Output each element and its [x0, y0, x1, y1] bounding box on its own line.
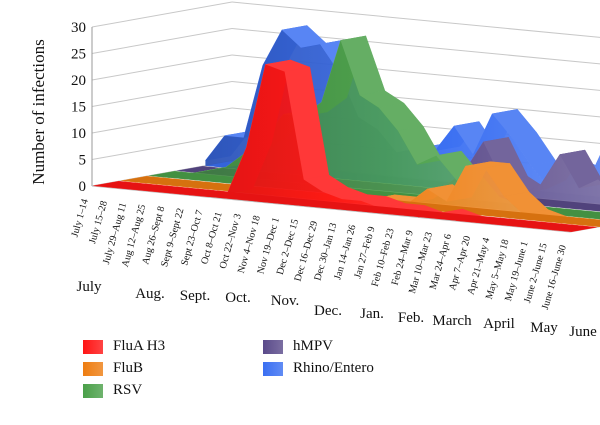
- y-tick-label-15: 15: [71, 100, 86, 116]
- gridline-side-25: [91, 28, 233, 54]
- month-label-5: Dec.: [314, 303, 342, 319]
- x-tick-label-1: July 15–28: [87, 200, 110, 245]
- month-label-1: Aug.: [135, 286, 165, 302]
- gridline-side-5: [91, 134, 233, 160]
- month-label-7: Feb.: [398, 310, 424, 326]
- month-label-0: July: [76, 279, 102, 295]
- month-label-6: Jan.: [360, 306, 384, 322]
- gridline-side-15: [91, 81, 233, 107]
- y-tick-label-25: 25: [71, 47, 86, 63]
- month-label-8: March: [432, 313, 472, 329]
- gridline-side-10: [91, 107, 233, 134]
- area-front-flua-h3: [93, 64, 572, 232]
- y-tick-label-0: 0: [79, 179, 87, 195]
- month-label-4: Nov.: [271, 293, 300, 309]
- month-label-3: Oct.: [225, 290, 250, 306]
- gridline-back-30: [231, 1, 600, 38]
- month-label-2: Sept.: [180, 288, 210, 304]
- gridline-side-20: [91, 54, 233, 81]
- gridline-side-30: [91, 1, 233, 28]
- y-tick-label-5: 5: [79, 153, 87, 169]
- y-tick-label-10: 10: [71, 126, 86, 142]
- y-tick-label-30: 30: [71, 20, 86, 36]
- y-axis-title: Number of infections: [29, 39, 48, 184]
- x-tick-label-0: July 1–14: [70, 198, 91, 239]
- month-label-10: May: [530, 320, 558, 336]
- series-flua-h3: [93, 59, 597, 233]
- y-tick-label-20: 20: [71, 73, 86, 89]
- floor-ribbon-flua-h3: [93, 181, 597, 232]
- month-label-11: June: [569, 324, 597, 340]
- month-label-9: April: [483, 316, 515, 332]
- chart-series: [93, 25, 600, 233]
